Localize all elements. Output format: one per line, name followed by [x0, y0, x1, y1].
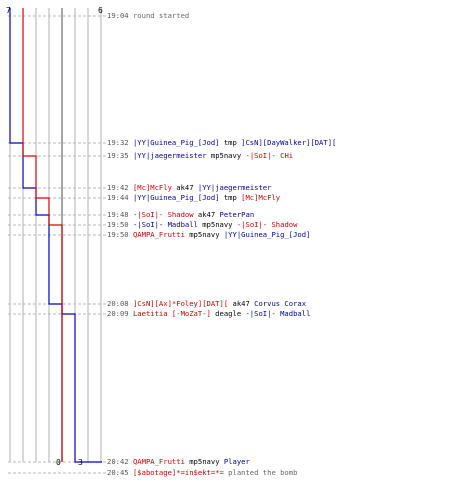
event-row: 20:09 Laetitia [-MoZaT-] deagle -|SoI|- …: [107, 309, 310, 319]
player-name: |YY|Guinea_Pig_[Jod]: [223, 230, 311, 239]
event-time: 19:32: [107, 138, 133, 147]
event-row: 19:44 |YY|Guinea_Pig_[Jod] tmp [Mc]McFly: [107, 193, 280, 203]
event-time: 19:35: [107, 151, 133, 160]
blue-end-score: 0: [56, 458, 61, 467]
event-time: 19:44: [107, 193, 133, 202]
player-name: QAMPA_Frutti: [132, 457, 185, 466]
weapon-label: mp5navy: [197, 220, 237, 229]
weapon-label: mp5navy: [184, 457, 224, 466]
blue-start-score: 7: [6, 6, 11, 15]
player-name: Player: [223, 457, 250, 466]
weapon-label: ak47: [171, 183, 198, 192]
player-name: [Mc]McFly: [132, 183, 172, 192]
player-name: -|SoI|- CHi: [245, 151, 294, 160]
weapon-label: mp5navy: [184, 230, 224, 239]
event-row: 20:08 ]CsN][Ax]*Foley][DAT][ ak47 Corvus…: [107, 299, 306, 309]
player-name: [$abotage]*=in$ekt=*=: [132, 468, 224, 477]
player-name: ]CsN][Ax]*Foley][DAT][: [132, 299, 229, 308]
weapon-label: mp5navy: [206, 151, 246, 160]
weapon-label: deagle: [210, 309, 246, 318]
weapon-label: tmp: [219, 138, 242, 147]
player-name: PeterPan: [219, 210, 255, 219]
weapon-label: ak47: [193, 210, 220, 219]
event-row: 19:50 QAMPA_Frutti mp5navy |YY|Guinea_Pi…: [107, 230, 310, 240]
event-time: 20:42: [107, 457, 133, 466]
red-start-score: 6: [98, 6, 103, 15]
player-name: Laetitia [-MoZaT-]: [132, 309, 211, 318]
event-time: 19:50: [107, 230, 133, 239]
weapon-label: ak47: [228, 299, 255, 308]
player-name: -|SoI|- Shadow: [132, 210, 194, 219]
event-time: 19:48: [107, 210, 133, 219]
event-row: 19:42 [Mc]McFly ak47 |YY|jaegermeister: [107, 183, 271, 193]
weapon-label: tmp: [219, 193, 242, 202]
player-name: -|SoI|- Shadow: [236, 220, 298, 229]
event-time: 20:45: [107, 468, 133, 477]
player-name: Corvus Corax: [254, 299, 307, 308]
event-time: 19:50: [107, 220, 133, 229]
event-row: 19:32 |YY|Guinea_Pig_[Jod] tmp ]CsN][Day…: [107, 138, 336, 148]
player-name: planted the bomb: [223, 468, 298, 477]
player-name: |YY|jaegermeister: [197, 183, 272, 192]
player-name: ]CsN][DayWalker][DAT][: [241, 138, 337, 147]
player-name: |YY|Guinea_Pig_[Jod]: [132, 138, 220, 147]
red-end-score: 3: [78, 458, 83, 467]
player-name: round started: [132, 11, 190, 20]
event-time: 20:09: [107, 309, 133, 318]
event-time: 19:04: [107, 11, 133, 20]
event-row: 19:35 |YY|jaegermeister mp5navy -|SoI|- …: [107, 151, 293, 161]
player-name: QAMPA_Frutti: [132, 230, 185, 239]
event-time: 20:08: [107, 299, 133, 308]
event-row: 19:48 -|SoI|- Shadow ak47 PeterPan: [107, 210, 254, 220]
event-row: 19:04 round started: [107, 11, 189, 21]
player-name: |YY|Guinea_Pig_[Jod]: [132, 193, 220, 202]
player-name: |YY|jaegermeister: [132, 151, 207, 160]
player-name: -|SoI|- Madball: [245, 309, 311, 318]
red-team-line: [22, 8, 63, 462]
event-row: 20:42 QAMPA_Frutti mp5navy Player: [107, 457, 250, 467]
player-name: [Mc]McFly: [241, 193, 281, 202]
event-time: 19:42: [107, 183, 133, 192]
event-row: 20:45 [$abotage]*=in$ekt=*= planted the …: [107, 468, 297, 478]
event-row: 19:50 -|SoI|- Madball mp5navy -|SoI|- Sh…: [107, 220, 297, 230]
player-name: -|SoI|- Madball: [132, 220, 198, 229]
